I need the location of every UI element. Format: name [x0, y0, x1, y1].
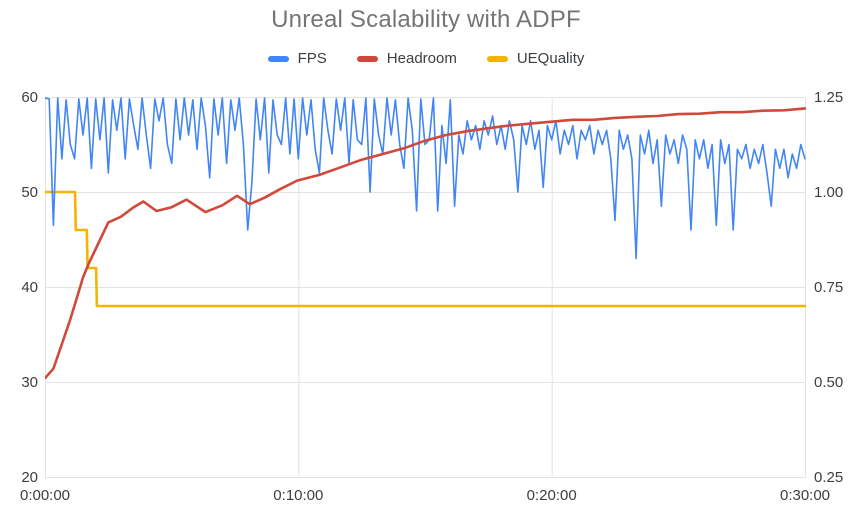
y-axis-left-label: 40	[21, 278, 38, 296]
x-axis-label: 0:10:00	[273, 487, 324, 504]
plot-area	[43, 97, 807, 478]
legend-label-fps: FPS	[297, 50, 327, 67]
x-axis-label: 0:00:00	[19, 487, 71, 504]
y-axis-left-label: 60	[21, 88, 38, 106]
plot-canvas	[43, 97, 807, 478]
legend-label-uequality: UEQuality	[516, 50, 585, 67]
series-line-headroom	[43, 107, 807, 380]
y-axis-right-label: 0.75	[814, 278, 844, 296]
legend: FPS Headroom UEQuality	[0, 48, 852, 70]
y-axis-left-label: 30	[21, 373, 38, 391]
x-axis-label: 0:30:00	[779, 487, 831, 504]
legend-label-headroom: Headroom	[386, 50, 457, 67]
y-axis-right-label: 0.50	[814, 373, 844, 391]
series-line-fps	[44, 97, 806, 260]
y-axis-right-label: 1.00	[814, 183, 844, 201]
series-line-uequality	[43, 190, 807, 308]
y-axis-right-label: 1.25	[814, 88, 844, 106]
y-axis-left-label: 50	[21, 183, 38, 201]
y-axis-left-label: 20	[21, 468, 38, 486]
legend-item-fps: FPS	[267, 50, 327, 68]
legend-item-headroom: Headroom	[356, 50, 457, 68]
y-axis-right-label: 0.25	[814, 468, 844, 486]
x-axis-label: 0:20:00	[526, 487, 577, 504]
legend-swatch-fps	[267, 56, 289, 62]
legend-item-uequality: UEQuality	[486, 50, 585, 68]
legend-swatch-uequality	[486, 56, 508, 62]
chart-title: Unreal Scalability with ADPF	[271, 6, 581, 33]
legend-swatch-headroom	[356, 56, 378, 62]
